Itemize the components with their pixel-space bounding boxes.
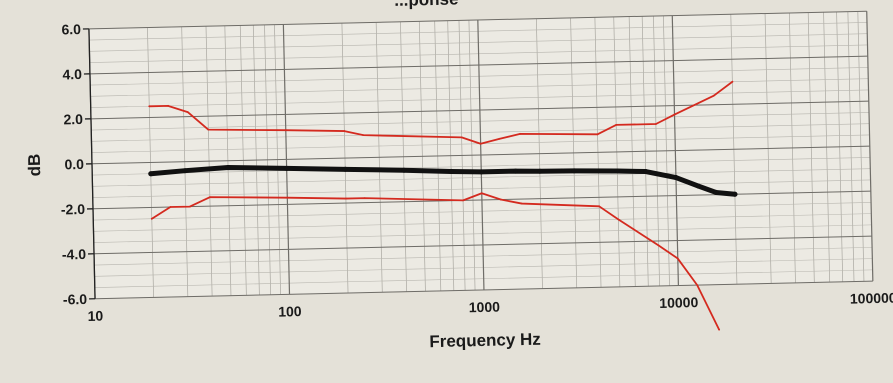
series-point-response <box>182 168 188 174</box>
x-tick-label: 100 <box>278 303 302 320</box>
x-axis-title: Frequency Hz <box>429 330 541 352</box>
y-tick-label: -6.0 <box>63 291 88 308</box>
y-tick-label: 2.0 <box>63 111 83 127</box>
chart-title: ...ponse <box>394 0 459 10</box>
series-point-response <box>643 168 649 174</box>
series-point-response <box>695 183 701 189</box>
series-point-lower-tolerance <box>617 218 620 221</box>
axes <box>82 28 96 300</box>
series-point-lower-tolerance <box>598 205 601 208</box>
series-point-lower-tolerance <box>520 202 523 205</box>
series-point-lower-tolerance <box>169 206 172 208</box>
series-point-upper-tolerance <box>479 142 482 145</box>
series-point-upper-tolerance <box>519 132 522 135</box>
series-point-lower-tolerance <box>696 284 699 287</box>
x-tick-label: 1000 <box>469 299 501 316</box>
series-point-response <box>513 168 519 174</box>
series-point-upper-tolerance <box>207 128 210 131</box>
series-point-lower-tolerance <box>718 328 721 331</box>
series-point-lower-tolerance <box>286 196 289 199</box>
series-point-upper-tolerance <box>362 134 365 137</box>
series-point-response <box>614 168 620 174</box>
series-point-lower-tolerance <box>480 192 483 195</box>
series-point-response <box>448 168 454 174</box>
series-point-response <box>225 164 231 170</box>
major-gridline-y <box>95 280 873 300</box>
y-tick-label: -4.0 <box>62 246 87 263</box>
y-tick-label: 4.0 <box>62 66 82 82</box>
series-point-response <box>571 168 577 174</box>
series-point-upper-tolerance <box>615 124 618 126</box>
series-point-response <box>401 167 407 173</box>
x-tick-label: 100000 <box>850 290 893 307</box>
series-point-response <box>713 189 719 195</box>
series-point-response <box>148 171 154 177</box>
labels-layer: 6.0 4.0 2.0 0.0 -2.0 -4.0 -6.010 100 1000 10000 10… <box>25 0 893 352</box>
series-point-response <box>673 175 679 181</box>
series-point-response <box>537 168 543 174</box>
series-point-response <box>342 166 348 172</box>
series-point-upper-tolerance <box>186 111 189 114</box>
y-tick-label: -2.0 <box>61 201 86 218</box>
major-gridline-y <box>90 100 869 120</box>
x-tick-label: 10000 <box>659 294 698 311</box>
series-point-upper-tolerance <box>731 80 734 83</box>
major-gridline-y <box>89 55 868 75</box>
major-gridline-y <box>88 10 867 30</box>
series-point-lower-tolerance <box>676 257 679 260</box>
grid <box>88 10 874 300</box>
series-layer <box>148 80 738 331</box>
series-point-lower-tolerance <box>150 217 153 220</box>
series-point-response <box>478 169 484 175</box>
major-gridline-y <box>94 235 872 255</box>
series-point-upper-tolerance <box>712 94 715 97</box>
series-point-response <box>284 165 290 171</box>
series-point-lower-tolerance <box>189 205 191 208</box>
series-point-response <box>732 191 738 197</box>
series-point-upper-tolerance <box>673 113 676 116</box>
series-point-lower-tolerance <box>462 199 464 202</box>
series-point-upper-tolerance <box>654 123 657 125</box>
series-point-upper-tolerance <box>498 137 501 140</box>
series-point-lower-tolerance <box>363 197 366 200</box>
major-gridline-y <box>91 145 870 165</box>
y-axis-title: dB <box>25 154 45 177</box>
series-point-lower-tolerance <box>499 198 502 201</box>
x-tick-label: 10 <box>87 308 103 324</box>
series-point-upper-tolerance <box>596 133 599 136</box>
major-gridline-y <box>92 190 871 210</box>
y-tick-label: 6.0 <box>61 21 81 37</box>
y-tick-label: 0.0 <box>64 156 84 172</box>
series-point-upper-tolerance <box>343 130 346 132</box>
series-point-lower-tolerance <box>344 197 347 200</box>
series-point-upper-tolerance <box>148 105 151 108</box>
series-point-lower-tolerance <box>208 196 211 199</box>
series-point-upper-tolerance <box>284 129 287 132</box>
series-point-upper-tolerance <box>460 136 463 139</box>
series-point-upper-tolerance <box>167 104 169 107</box>
series-point-lower-tolerance <box>657 244 660 247</box>
